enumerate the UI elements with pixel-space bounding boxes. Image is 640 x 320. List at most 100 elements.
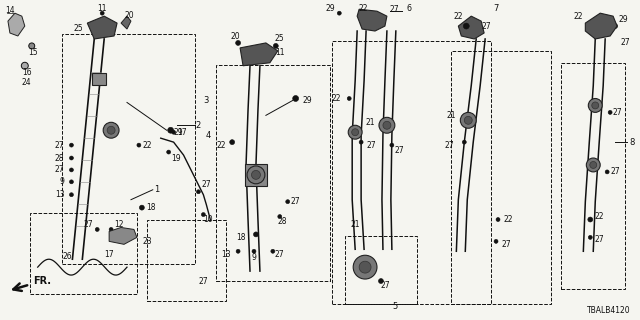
Bar [30,212,137,294]
Circle shape [100,11,104,15]
Text: 23: 23 [142,237,152,246]
Text: 10: 10 [204,215,213,224]
Text: 27: 27 [395,146,404,155]
Circle shape [496,218,500,221]
Circle shape [390,143,394,147]
Text: 25: 25 [275,35,285,44]
Text: 9: 9 [252,253,257,262]
Text: 25: 25 [74,24,83,33]
Text: FR.: FR. [13,276,51,291]
Circle shape [285,200,290,204]
Circle shape [460,112,476,128]
Circle shape [494,239,498,243]
Text: 27: 27 [202,180,211,189]
Text: 7: 7 [493,4,499,13]
Circle shape [172,130,175,134]
Polygon shape [586,13,617,39]
Circle shape [348,125,362,139]
Text: 27: 27 [611,167,620,176]
Text: 26: 26 [63,252,72,261]
Text: 22: 22 [217,140,226,150]
Bar [561,63,625,289]
Circle shape [588,217,593,222]
Text: 27: 27 [390,5,399,14]
Text: 18: 18 [237,233,246,242]
Text: 27: 27 [445,140,454,150]
Text: 6: 6 [407,4,412,13]
Text: 27: 27 [55,140,65,150]
Circle shape [109,228,113,231]
Circle shape [29,43,35,49]
Polygon shape [458,16,484,39]
Text: 28: 28 [277,217,287,226]
Circle shape [592,102,599,109]
Text: 21: 21 [350,220,360,229]
Circle shape [353,255,377,279]
Circle shape [586,158,600,172]
Circle shape [590,162,596,168]
Circle shape [378,278,383,284]
Circle shape [588,236,592,239]
Text: 27: 27 [595,235,604,244]
Text: 14: 14 [5,6,15,15]
Text: 22: 22 [142,140,152,150]
Circle shape [379,117,395,133]
Polygon shape [357,9,387,31]
Circle shape [463,23,469,29]
Text: 13: 13 [55,190,65,199]
Circle shape [588,99,602,112]
Circle shape [70,143,74,147]
Circle shape [292,95,299,101]
Circle shape [278,215,282,219]
Text: 29: 29 [174,128,184,137]
Circle shape [247,166,265,184]
Text: 2: 2 [196,121,201,130]
Bar [451,51,550,304]
Circle shape [271,249,275,253]
Circle shape [252,249,256,253]
Text: 27: 27 [84,220,93,229]
Text: 16: 16 [22,68,31,77]
Text: 21: 21 [365,118,375,127]
Text: TBALB4120: TBALB4120 [588,306,631,315]
Text: 9: 9 [60,177,65,186]
Text: 22: 22 [332,94,341,103]
Circle shape [359,261,371,273]
Circle shape [383,121,391,129]
Circle shape [236,40,241,45]
Text: 13: 13 [221,250,231,259]
Circle shape [608,110,612,114]
Text: 22: 22 [358,4,368,13]
Text: 27: 27 [612,108,622,117]
Circle shape [70,168,74,172]
Text: 3: 3 [204,96,209,105]
Circle shape [236,249,240,253]
Circle shape [337,11,341,15]
Circle shape [612,24,618,28]
Text: 22: 22 [574,12,583,21]
Text: 17: 17 [177,128,186,137]
Circle shape [230,140,235,145]
Text: 12: 12 [115,220,124,229]
Polygon shape [121,16,131,29]
Bar [92,73,106,84]
Circle shape [166,150,171,154]
Circle shape [273,44,278,48]
Text: 27: 27 [481,21,491,31]
Bar [345,236,417,304]
Circle shape [202,212,205,217]
Polygon shape [240,43,278,66]
Text: 4: 4 [206,131,211,140]
Text: 27: 27 [275,250,285,259]
Text: 15: 15 [28,48,38,57]
Circle shape [103,122,119,138]
Circle shape [140,205,145,210]
Polygon shape [8,13,25,36]
Text: 22: 22 [504,215,513,224]
Bar [332,41,491,304]
Circle shape [462,140,467,144]
Polygon shape [109,228,137,244]
Circle shape [253,232,259,237]
Text: 29: 29 [618,15,628,24]
Text: 28: 28 [55,154,65,163]
